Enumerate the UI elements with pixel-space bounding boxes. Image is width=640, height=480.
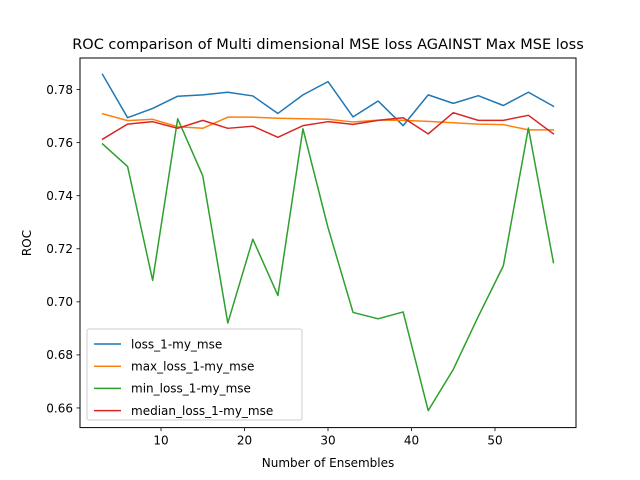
- y-tick-label: 0.66: [46, 401, 73, 415]
- legend-label-max_loss_1-my_mse: max_loss_1-my_mse: [131, 360, 254, 374]
- y-tick-label: 0.78: [46, 83, 73, 97]
- legend: loss_1-my_mse max_loss_1-my_mse min_loss_1…: [86, 328, 303, 421]
- series-line-min_loss_1-my_mse: [101, 118, 555, 412]
- series-line-median_loss_1-my_mse: [101, 111, 555, 141]
- x-tick-label: 50: [487, 434, 502, 448]
- y-tick-label: 0.72: [46, 242, 73, 256]
- x-tick-label: 10: [153, 434, 168, 448]
- x-tick-label: 30: [320, 434, 335, 448]
- legend-label-min_loss_1-my_mse: min_loss_1-my_mse: [131, 382, 251, 396]
- y-axis-label: ROC: [20, 230, 34, 256]
- plot-lines: [101, 73, 555, 412]
- legend-label-loss_1-my_mse: loss_1-my_mse: [131, 337, 222, 351]
- y-tick-label: 0.76: [46, 136, 73, 150]
- x-axis-ticks: 10 20 30 40 50: [153, 427, 503, 448]
- y-tick-label: 0.70: [46, 295, 73, 309]
- x-tick-label: 20: [237, 434, 252, 448]
- x-axis-label: Number of Ensembles: [262, 456, 395, 470]
- legend-box: [86, 328, 303, 421]
- legend-label-median_loss_1-my_mse: median_loss_1-my_mse: [131, 404, 273, 418]
- y-tick-label: 0.74: [46, 189, 73, 203]
- x-tick-label: 40: [404, 434, 419, 448]
- y-tick-label: 0.68: [46, 348, 73, 362]
- series-line-max_loss_1-my_mse: [101, 112, 555, 131]
- chart-title: ROC comparison of Multi dimensional MSE …: [72, 37, 584, 53]
- y-axis-ticks: 0.66 0.68 0.70 0.72 0.74 0.76 0.78: [46, 83, 80, 415]
- series-line-loss_1-my_mse: [101, 73, 555, 127]
